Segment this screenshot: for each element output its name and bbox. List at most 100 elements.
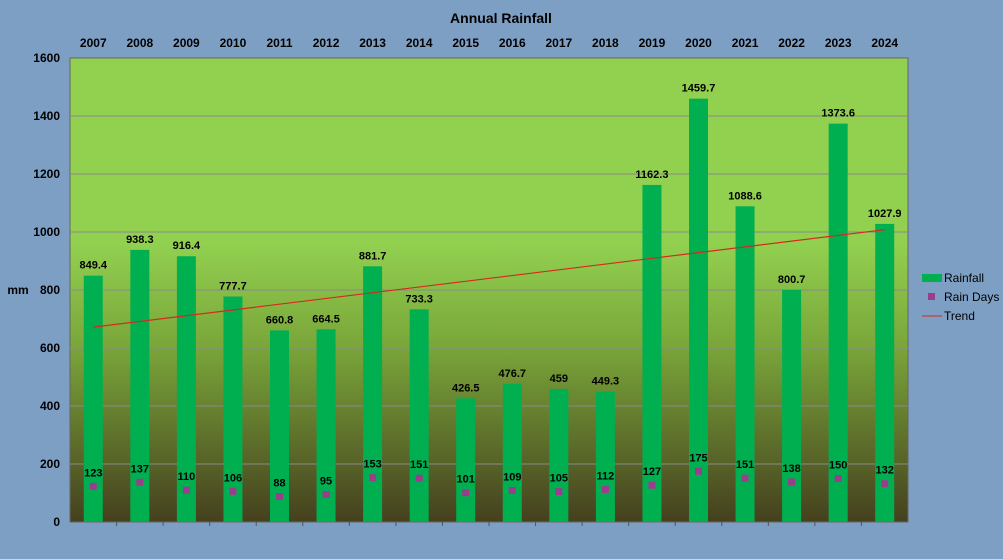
rainfall-value-label-2024: 1027.9 xyxy=(868,208,902,220)
rain-days-value-label-2009: 110 xyxy=(178,471,196,483)
rainfall-bar-2022 xyxy=(782,289,802,522)
rain-days-marker-2010 xyxy=(229,487,237,495)
rain-days-value-label-2014: 151 xyxy=(410,459,428,471)
y-tick-label-800: 800 xyxy=(40,283,60,297)
rain-days-value-label-2018: 112 xyxy=(597,471,615,483)
x-tick-label-2019: 2019 xyxy=(639,36,666,50)
y-tick-label-0: 0 xyxy=(53,515,60,529)
rainfall-bar-2019 xyxy=(642,184,662,523)
rainfall-value-label-2022: 800.7 xyxy=(778,274,806,286)
rainfall-value-label-2007: 849.4 xyxy=(80,260,108,272)
rain-days-marker-2021 xyxy=(741,474,749,482)
trend-line xyxy=(93,229,885,328)
x-axis-ticks: 2007 2008 2009 2010 2011 2012 2013 2014 2015 2016… xyxy=(80,36,898,50)
rain-days-marker-2018 xyxy=(601,486,609,494)
rain-days-value-label-2016: 109 xyxy=(503,471,521,483)
rainfall-value-label-2010: 777.7 xyxy=(219,280,247,292)
legend-rain-days-marker xyxy=(928,293,935,300)
rainfall-bar-2020 xyxy=(689,98,708,522)
rainfall-value-label-2019: 1162.3 xyxy=(635,169,668,181)
rain-days-value-label-2015: 101 xyxy=(457,474,475,486)
rainfall-value-label-2008: 938.3 xyxy=(126,234,154,246)
rain-days-marker-2015 xyxy=(462,489,470,497)
rainfall-bar-2008 xyxy=(130,249,150,522)
rainfall-value-label-2015: 426.5 xyxy=(452,382,480,394)
rainfall-bar-2024 xyxy=(875,223,895,522)
x-tick-label-2012: 2012 xyxy=(313,36,340,50)
rain-days-value-label-2019: 127 xyxy=(643,466,661,478)
rain-days-value-label-2010: 106 xyxy=(224,472,242,484)
y-tick-label-1400: 1400 xyxy=(33,109,60,123)
rainfall-bar-2021 xyxy=(735,206,755,522)
rain-days-marker-2022 xyxy=(788,478,796,486)
rainfall-value-label-2023: 1373.6 xyxy=(821,108,855,120)
y-tick-label-400: 400 xyxy=(40,399,60,413)
x-tick-label-2020: 2020 xyxy=(685,36,712,50)
y-tick-label-1600: 1600 xyxy=(33,51,60,65)
rainfall-value-label-2011: 660.8 xyxy=(266,314,294,326)
rain-days-value-label-2013: 153 xyxy=(363,459,381,471)
rain-days-marker-2020 xyxy=(695,467,702,475)
x-tick-label-2007: 2007 xyxy=(80,36,107,50)
rainfall-value-label-2016: 476.7 xyxy=(499,368,527,380)
rain-days-value-label-2012: 95 xyxy=(320,475,332,487)
rain-days-value-label-2021: 151 xyxy=(736,459,754,471)
rainfall-value-label-2018: 449.3 xyxy=(592,376,620,388)
rainfall-bar-2011 xyxy=(270,330,289,522)
rainfall-bar-2007 xyxy=(83,275,103,522)
rain-days-value-label-2023: 150 xyxy=(829,460,847,472)
x-tick-label-2018: 2018 xyxy=(592,36,619,50)
rainfall-bars xyxy=(83,98,895,523)
rainfall-bar-2014 xyxy=(409,309,429,522)
rain-days-value-label-2020: 175 xyxy=(689,452,707,464)
rainfall-bar-2017 xyxy=(549,388,569,522)
legend: Rainfall Rain Days Trend xyxy=(922,271,999,323)
x-tick-label-2014: 2014 xyxy=(406,36,433,50)
legend-rainfall-label: Rainfall xyxy=(944,271,984,285)
x-tick-label-2008: 2008 xyxy=(126,36,153,50)
legend-trend-label: Trend xyxy=(944,309,975,323)
trend-line-group xyxy=(93,229,885,328)
rainfall-bar-2012 xyxy=(316,329,336,522)
x-tick-label-2009: 2009 xyxy=(173,36,200,50)
rainfall-bar-2016 xyxy=(502,383,522,522)
rainfall-value-label-2009: 916.4 xyxy=(173,240,201,252)
data-labels: 849.4 938.3 916.4 777.7 660.8 664.5 881.7 733.3… xyxy=(80,83,902,490)
rainfall-value-label-2012: 664.5 xyxy=(312,313,340,325)
rain-days-marker-2019 xyxy=(648,481,656,489)
x-tick-label-2011: 2011 xyxy=(266,36,292,50)
x-tick-label-2024: 2024 xyxy=(871,36,898,50)
rainfall-bar-2018 xyxy=(595,391,615,522)
legend-rain-days-label: Rain Days xyxy=(944,290,999,304)
legend-rainfall-swatch xyxy=(922,274,942,282)
rain-days-marker-2013 xyxy=(369,474,377,482)
rain-days-markers xyxy=(89,467,889,500)
rain-days-value-label-2024: 132 xyxy=(876,465,894,477)
rainfall-value-label-2021: 1088.6 xyxy=(728,190,762,202)
x-tick-label-2017: 2017 xyxy=(545,36,572,50)
rainfall-value-label-2014: 733.3 xyxy=(405,293,433,305)
x-tick-label-2010: 2010 xyxy=(220,36,247,50)
rain-days-marker-2014 xyxy=(415,474,423,482)
rain-days-value-label-2011: 88 xyxy=(273,477,285,489)
rain-days-marker-2008 xyxy=(136,478,144,486)
x-tick-label-2022: 2022 xyxy=(778,36,805,50)
rainfall-value-label-2013: 881.7 xyxy=(359,250,387,262)
rain-days-marker-2017 xyxy=(555,488,563,496)
rain-days-marker-2016 xyxy=(508,486,516,494)
y-tick-label-600: 600 xyxy=(40,341,60,355)
rain-days-value-label-2007: 123 xyxy=(84,467,102,479)
rainfall-bar-2010 xyxy=(223,296,243,522)
rain-days-marker-2009 xyxy=(182,486,190,494)
rainfall-value-label-2017: 459 xyxy=(550,373,568,385)
x-tick-label-2013: 2013 xyxy=(359,36,386,50)
rain-days-marker-2023 xyxy=(834,475,842,482)
rain-days-value-label-2022: 138 xyxy=(782,463,800,475)
rain-days-value-label-2008: 137 xyxy=(131,463,149,475)
x-tick-label-2021: 2021 xyxy=(732,36,759,50)
y-tick-label-1200: 1200 xyxy=(33,167,60,181)
rain-days-marker-2007 xyxy=(89,482,97,490)
rain-days-marker-2024 xyxy=(881,480,889,488)
rain-days-marker-2012 xyxy=(322,490,330,498)
